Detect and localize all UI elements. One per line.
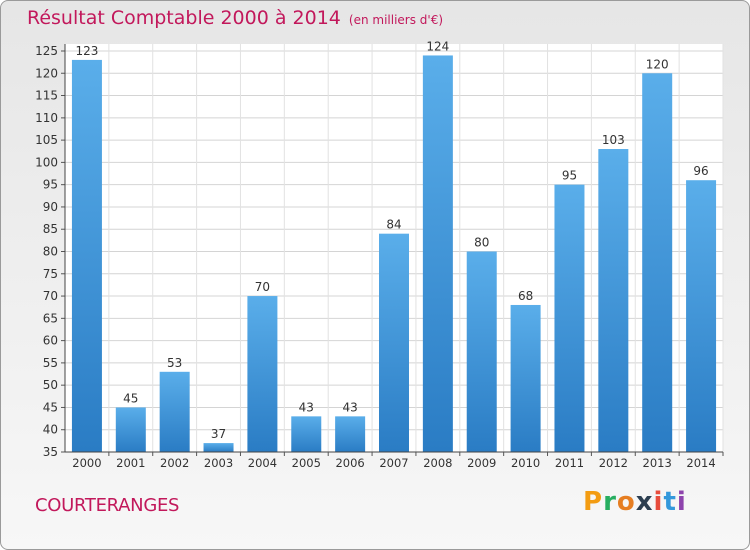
- bar: [115, 407, 146, 452]
- data-label: 84: [386, 218, 401, 232]
- data-label: 124: [426, 39, 449, 53]
- bar: [71, 59, 102, 453]
- data-label: 37: [211, 427, 226, 441]
- bar: [379, 233, 409, 452]
- data-label: 120: [646, 57, 669, 71]
- y-tick-label: 60: [43, 334, 58, 348]
- data-label: 45: [123, 391, 138, 405]
- x-tick-label: 2000: [72, 456, 101, 470]
- y-tick-label: 100: [35, 155, 58, 169]
- x-tick-label: 2007: [379, 456, 408, 470]
- bar: [642, 73, 673, 453]
- data-label: 68: [518, 289, 533, 303]
- bar: [335, 416, 366, 452]
- y-tick-label: 120: [35, 66, 58, 80]
- logo-letter: r: [603, 487, 617, 517]
- y-tick-label: 80: [43, 245, 58, 259]
- y-tick-label: 40: [43, 423, 58, 437]
- bar: [598, 149, 629, 452]
- bar: [291, 416, 322, 452]
- x-tick-label: 2008: [423, 456, 452, 470]
- y-tick-label: 110: [35, 111, 58, 125]
- x-tick-label: 2009: [467, 456, 496, 470]
- x-tick-label: 2003: [204, 456, 233, 470]
- proxiti-logo: Proxiti: [583, 487, 687, 517]
- x-tick-label: 2001: [116, 456, 145, 470]
- chart-title: Résultat Comptable 2000 à 2014 (en millie…: [27, 7, 443, 29]
- x-tick-label: 2012: [599, 456, 628, 470]
- bar: [510, 304, 541, 452]
- x-tick-label: 2010: [511, 456, 540, 470]
- y-tick-label: 65: [43, 311, 58, 325]
- y-tick-label: 95: [43, 178, 58, 192]
- location-name: COURTERANGES: [35, 495, 180, 516]
- y-tick-label: 105: [35, 133, 58, 147]
- bar: [203, 443, 234, 452]
- data-label: 123: [75, 44, 98, 58]
- axis-layer: 35 40 45 50 55 60 65 70 75 80 85 90 95 100 105 110 115 12…: [35, 44, 724, 470]
- logo-letter: i: [676, 487, 687, 517]
- bar-layer: 123 45 53 37 70 43 43 84 124 80 68 95 103 120 96: [71, 39, 717, 453]
- y-tick-label: 125: [35, 44, 58, 58]
- bar: [247, 296, 278, 452]
- data-label: 95: [562, 169, 577, 183]
- y-tick-label: 75: [43, 267, 58, 281]
- chart-subtitle: (en milliers d'€): [348, 13, 444, 27]
- y-tick-label: 70: [43, 289, 58, 303]
- x-tick-label: 2006: [335, 456, 364, 470]
- bar: [422, 55, 453, 452]
- x-tick-label: 2011: [555, 456, 584, 470]
- data-label: 103: [602, 133, 625, 147]
- logo-letter: x: [635, 487, 654, 517]
- x-tick-label: 2013: [643, 456, 672, 470]
- y-tick-label: 50: [43, 378, 58, 392]
- y-tick-label: 85: [43, 222, 58, 236]
- bar: [466, 251, 497, 452]
- data-label: 43: [299, 400, 314, 414]
- y-tick-label: 45: [43, 400, 58, 414]
- x-tick-label: 2005: [292, 456, 321, 470]
- data-label: 70: [255, 280, 270, 294]
- logo-letter: o: [616, 487, 636, 517]
- x-tick-label: 2002: [160, 456, 189, 470]
- bar: [686, 180, 717, 452]
- chart-title-text: Résultat Comptable 2000 à 2014: [27, 7, 341, 29]
- bar: [554, 184, 585, 452]
- y-tick-label: 115: [35, 89, 58, 103]
- x-tick-label: 2004: [248, 456, 277, 470]
- x-tick-label: 2014: [686, 456, 715, 470]
- bar: [159, 371, 190, 452]
- y-tick-label: 90: [43, 200, 58, 214]
- logo-letter: P: [583, 487, 604, 517]
- y-tick-label: 35: [43, 445, 58, 459]
- data-label: 80: [474, 236, 489, 250]
- data-label: 43: [342, 400, 357, 414]
- logo-letter: t: [663, 487, 677, 517]
- data-label: 96: [693, 164, 708, 178]
- logo-letter: i: [653, 487, 664, 517]
- y-tick-label: 55: [43, 356, 58, 370]
- data-label: 53: [167, 356, 182, 370]
